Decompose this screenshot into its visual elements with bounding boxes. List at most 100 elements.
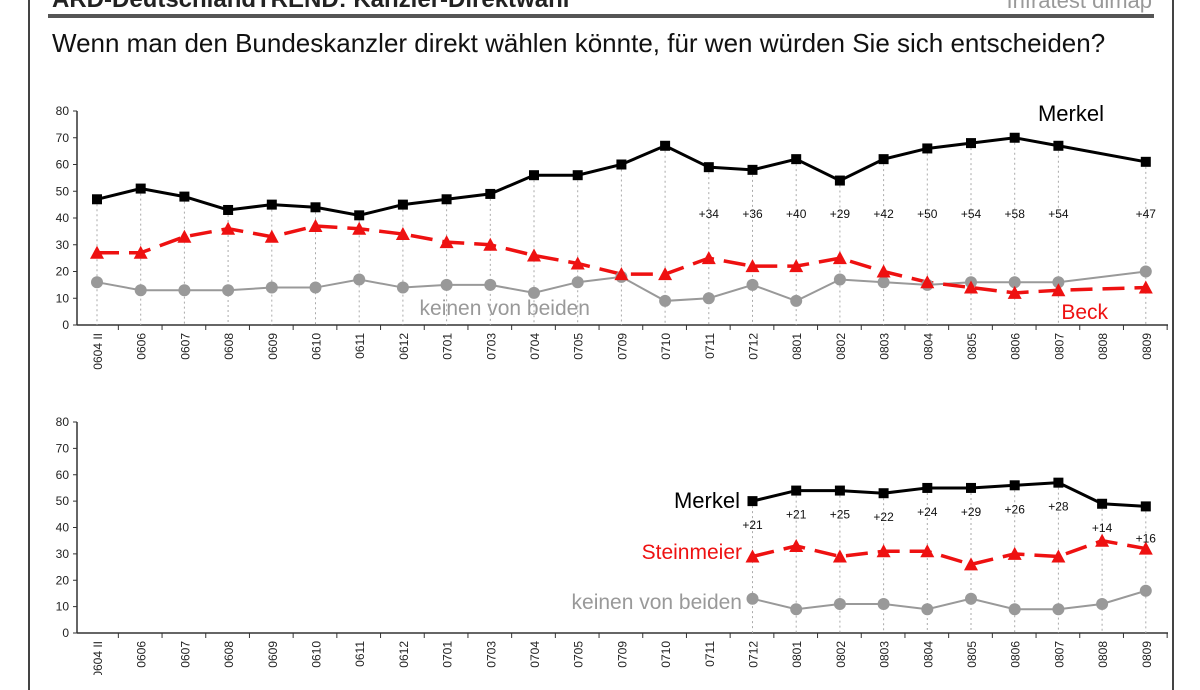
point-challenger	[1051, 283, 1066, 297]
point-merkel	[703, 162, 714, 173]
point-merkel	[529, 170, 539, 181]
y-tick-label: 40	[56, 521, 70, 535]
lead-label: +47	[1136, 207, 1157, 221]
point-challenger	[789, 259, 804, 273]
x-tick-label: 0704	[528, 641, 542, 668]
point-merkel	[966, 138, 976, 149]
x-tick-label: 0809	[1140, 333, 1154, 360]
x-tick-label: 0803	[878, 641, 892, 668]
point-challenger	[352, 221, 367, 235]
point-merkel	[878, 488, 889, 499]
point-merkel	[1009, 132, 1020, 143]
header-divider	[48, 14, 1154, 18]
point-neither	[833, 597, 846, 610]
point-neither	[571, 276, 584, 289]
point-neither	[965, 592, 977, 605]
x-tick-label: 0710	[659, 641, 673, 668]
point-merkel	[266, 199, 277, 210]
lead-label: +25	[830, 508, 851, 522]
x-tick-label: 0801	[790, 333, 804, 360]
point-challenger	[1007, 546, 1022, 560]
point-challenger	[920, 275, 935, 289]
point-challenger	[308, 219, 323, 233]
lead-label: +16	[1136, 531, 1157, 545]
point-merkel	[572, 170, 583, 181]
x-tick-label: 0804	[921, 333, 935, 360]
point-challenger	[964, 557, 978, 571]
x-tick-label: 0804	[921, 641, 935, 668]
point-challenger	[789, 538, 804, 552]
header-source: Infratest dimap	[1006, 0, 1152, 13]
label-steinmeier: Steinmeier	[642, 541, 742, 564]
point-merkel	[616, 159, 627, 170]
point-challenger	[177, 229, 192, 243]
lead-label: +58	[1005, 207, 1026, 221]
x-tick-label: 0809	[1140, 641, 1154, 668]
point-merkel	[834, 485, 845, 496]
point-neither	[790, 294, 803, 307]
point-neither	[528, 286, 540, 299]
point-merkel	[747, 164, 758, 175]
x-tick-label: 0704	[528, 333, 542, 360]
x-tick-label: 0805	[965, 333, 979, 360]
point-merkel	[135, 183, 146, 194]
point-challenger	[90, 245, 104, 259]
x-tick-label: 0807	[1052, 333, 1066, 360]
x-tick-label: 0712	[747, 641, 761, 668]
lead-label: +24	[917, 505, 938, 519]
point-merkel	[1053, 140, 1064, 151]
point-merkel	[878, 154, 889, 165]
y-tick-label: 20	[56, 573, 70, 587]
label-merkel-bottom: Merkel	[674, 488, 740, 513]
point-merkel	[1009, 480, 1020, 491]
point-neither	[1096, 597, 1109, 610]
lead-label: +36	[742, 207, 763, 221]
point-neither	[484, 278, 497, 291]
x-tick-label: 0805	[965, 641, 979, 668]
x-tick-label: 0611	[353, 333, 367, 359]
survey-question: Wenn man den Bundeskanzler direkt wählen…	[52, 28, 1106, 58]
x-tick-label: 0802	[834, 333, 848, 360]
point-merkel	[354, 210, 365, 221]
lead-label: +21	[786, 508, 807, 522]
point-merkel	[310, 202, 321, 213]
series-line-challenger	[752, 538, 1147, 567]
x-tick-label: 0806	[1009, 641, 1023, 668]
point-merkel	[397, 199, 408, 210]
y-tick-label: 70	[56, 441, 70, 455]
x-tick-label: 0609	[266, 641, 280, 668]
lead-label: +22	[873, 510, 894, 524]
y-tick-label: 30	[56, 238, 70, 252]
point-merkel	[223, 204, 234, 215]
header-title: ARD-DeutschlandTREND: Kanzler-Direktwahl	[52, 0, 569, 14]
point-challenger	[832, 251, 847, 265]
x-tick-label: 0608	[222, 333, 236, 360]
point-merkel	[1140, 501, 1151, 512]
point-challenger	[745, 549, 760, 563]
lead-label: +29	[961, 505, 982, 519]
y-tick-label: 50	[56, 184, 70, 198]
point-challenger	[1138, 541, 1153, 555]
series-line-merkel	[96, 136, 1147, 217]
lead-label: +42	[873, 207, 894, 221]
point-neither	[222, 284, 235, 297]
series-line-neither	[752, 589, 1147, 611]
point-merkel	[747, 496, 758, 507]
point-neither	[309, 281, 322, 294]
x-tick-label: 0703	[484, 641, 498, 668]
charts-svg: 0 10 20 30 40 50 60 70 80 0604 II 0606 0607 0608 0609…	[56, 101, 1168, 675]
lead-label: +40	[786, 207, 807, 221]
x-tick-label: 0609	[266, 333, 280, 360]
point-neither	[1008, 603, 1021, 616]
x-tick-label: 0701	[441, 641, 455, 668]
x-tick-label: 0710	[659, 333, 673, 360]
point-challenger	[1007, 285, 1022, 299]
y-tick-label: 40	[56, 211, 70, 225]
x-tick-label: 0701	[441, 333, 455, 360]
point-neither	[1052, 276, 1065, 289]
y-tick-label: 80	[56, 104, 70, 118]
y-tick-label: 10	[56, 600, 70, 614]
y-tick-label: 60	[56, 468, 70, 482]
point-neither	[746, 592, 759, 605]
x-tick-label: 0709	[615, 333, 629, 360]
